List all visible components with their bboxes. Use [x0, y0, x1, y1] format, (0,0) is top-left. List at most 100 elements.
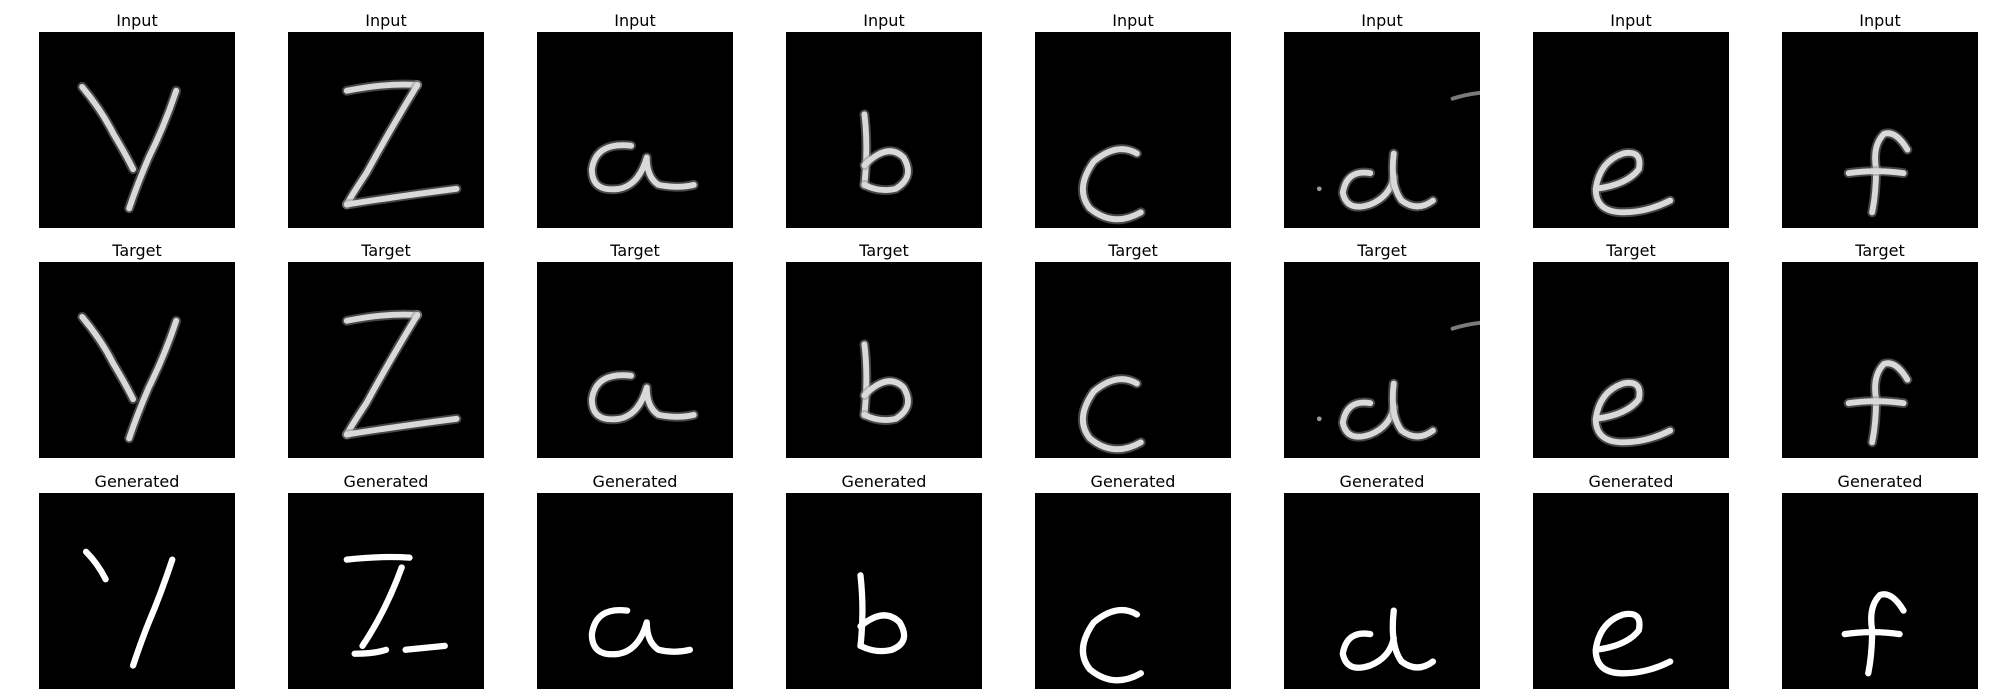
- glyph-stroke: [1339, 399, 1397, 440]
- panel-input-4: Input: [786, 10, 982, 228]
- glyph-stroke: [402, 642, 448, 653]
- glyph-drawing: [1339, 607, 1437, 671]
- glyph-stroke: [351, 646, 390, 657]
- glyph-drawing: [77, 311, 182, 444]
- glyph-stroke: [1339, 169, 1397, 210]
- panel-generated-4: Generated: [786, 471, 982, 689]
- glyph-stroke: [1079, 606, 1144, 684]
- panel-input-5: Input: [1035, 10, 1231, 228]
- handwritten-glyph-image: [39, 493, 235, 689]
- panel-title: Input: [863, 11, 905, 30]
- panel-generated-7: Generated: [1533, 471, 1729, 689]
- panel-target-6: Target: [1284, 240, 1480, 458]
- handwritten-glyph-image: [288, 262, 484, 458]
- glyph-stroke: [861, 341, 870, 418]
- panel-title: Generated: [1588, 472, 1674, 491]
- panel-title: Input: [365, 11, 407, 30]
- handwritten-glyph-image: [786, 32, 982, 228]
- glyph-stroke: [1845, 398, 1907, 407]
- glyph-stroke: [857, 612, 908, 655]
- handwritten-glyph-image: [1035, 32, 1231, 228]
- glyph-drawing: [82, 548, 176, 669]
- glyph-drawing: [1078, 374, 1146, 455]
- handwritten-glyph-image: [1035, 262, 1231, 458]
- panel-target-8: Target: [1782, 240, 1978, 458]
- glyph-stroke: [343, 311, 421, 438]
- glyph-stroke: [1869, 360, 1911, 446]
- glyph-drawing: [586, 140, 699, 195]
- glyph-stroke: [588, 606, 694, 658]
- handwritten-glyph-image: [1782, 32, 1978, 228]
- glyph-stroke: [1869, 130, 1911, 216]
- handwritten-glyph-image: [288, 32, 484, 228]
- glyph-stroke: [1080, 146, 1144, 223]
- handwritten-glyph-image: [1533, 32, 1729, 228]
- panel-title: Generated: [1837, 472, 1923, 491]
- panel-title: Generated: [841, 472, 927, 491]
- glyph-stroke: [343, 81, 421, 208]
- glyph-drawing: [343, 553, 448, 657]
- glyph-stroke: [1841, 629, 1903, 638]
- panel-generated-8: Generated: [1782, 471, 1978, 689]
- panel-generated-5: Generated: [1035, 471, 1231, 689]
- panel-title: Input: [1610, 11, 1652, 30]
- glyph-drawing: [588, 606, 694, 658]
- glyph-drawing: [586, 370, 699, 425]
- glyph-stroke: [343, 311, 421, 324]
- handwritten-glyph-image: [288, 493, 484, 689]
- panel-generated-2: Generated: [288, 471, 484, 689]
- handwritten-glyph-image: [1782, 493, 1978, 689]
- glyph-stroke: [1389, 607, 1437, 671]
- glyph-stroke: [126, 317, 180, 442]
- panel-input-3: Input: [537, 10, 733, 228]
- panel-title: Input: [116, 11, 158, 30]
- glyph-drawing: [341, 79, 462, 210]
- glyph-drawing: [1078, 144, 1146, 225]
- glyph-stroke: [343, 185, 460, 208]
- glyph-stroke: [1592, 149, 1674, 216]
- panel-target-5: Target: [1035, 240, 1231, 458]
- glyph-stroke: [359, 564, 405, 650]
- glyph-stroke: [861, 148, 911, 194]
- handwritten-glyph-image: [39, 32, 235, 228]
- handwritten-glyph-image: [1284, 32, 1480, 228]
- glyph-stroke: [861, 378, 911, 424]
- panel-title: Target: [1108, 241, 1158, 260]
- glyph-drawing: [857, 572, 908, 655]
- handwritten-glyph-image: [1533, 493, 1729, 689]
- panel-generated-1: Generated: [39, 471, 235, 689]
- glyph-stroke: [343, 81, 421, 94]
- handwritten-glyph-image: [786, 262, 982, 458]
- glyph-stroke: [1080, 376, 1144, 453]
- panel-target-2: Target: [288, 240, 484, 458]
- panel-title: Target: [610, 241, 660, 260]
- panel-title: Target: [361, 241, 411, 260]
- glyph-stroke: [1592, 379, 1674, 446]
- handwritten-glyph-image: [1035, 493, 1231, 689]
- glyph-drawing: [859, 109, 913, 195]
- stray-dot: [1316, 416, 1322, 422]
- panel-input-2: Input: [288, 10, 484, 228]
- stray-mark: [1450, 90, 1480, 101]
- glyph-stroke: [79, 83, 137, 173]
- panel-input-7: Input: [1533, 10, 1729, 228]
- glyph-stroke: [126, 87, 180, 212]
- glyph-stroke: [1339, 630, 1397, 671]
- handwritten-glyph-image: [1284, 262, 1480, 458]
- panel-target-1: Target: [39, 240, 235, 458]
- glyph-stroke: [1389, 380, 1436, 440]
- glyph-stroke: [82, 548, 109, 583]
- glyph-stroke: [861, 111, 870, 188]
- glyph-drawing: [77, 81, 182, 214]
- glyph-drawing: [1841, 591, 1907, 677]
- stray-mark: [1450, 320, 1480, 331]
- handwritten-glyph-image: [537, 262, 733, 458]
- panel-title: Generated: [1339, 472, 1425, 491]
- panel-title: Target: [1855, 241, 1905, 260]
- handwritten-glyph-image: [1533, 262, 1729, 458]
- glyph-drawing: [1079, 606, 1144, 684]
- glyph-drawing: [1592, 610, 1674, 677]
- glyph-drawing: [1316, 90, 1480, 212]
- panel-target-4: Target: [786, 240, 982, 458]
